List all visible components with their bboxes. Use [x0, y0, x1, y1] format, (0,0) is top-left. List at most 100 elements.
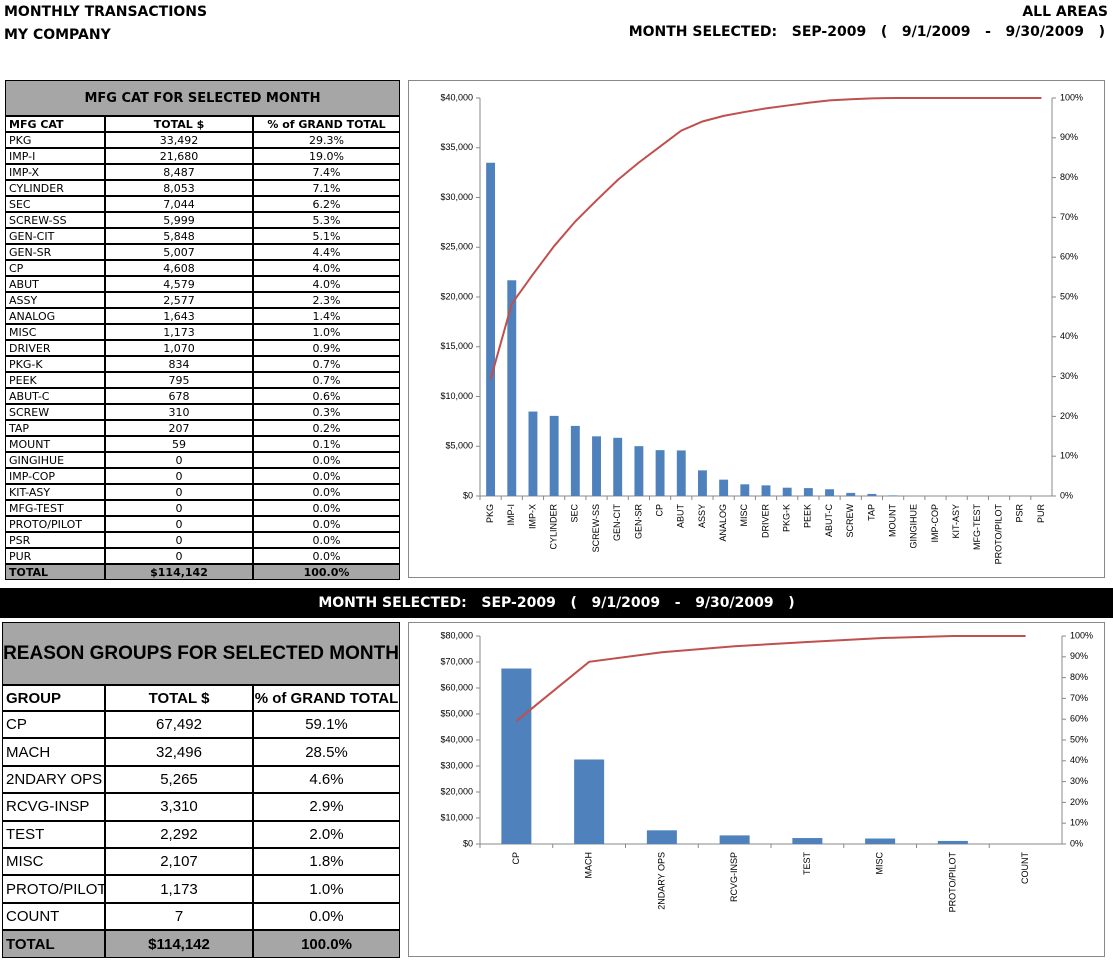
pareto-chart: $0 $10,000 $20,000 $30,000 $40,000 $50,000 $60… [408, 622, 1105, 957]
y2-tick-label: 60% [1060, 252, 1078, 262]
y2-tick-label: 50% [1070, 734, 1088, 744]
bar [867, 493, 877, 496]
table-cell: TAP [5, 420, 105, 436]
bar [501, 668, 532, 844]
table-cell: 2,577 [105, 292, 253, 308]
table-cell: MISC [5, 324, 105, 340]
cumulative-line [489, 97, 1042, 380]
column-header: % of GRAND TOTAL [253, 116, 400, 132]
x-tick-label: SEC [570, 504, 580, 523]
column-header: GROUP [2, 685, 105, 711]
table-cell: 0.7% [253, 356, 400, 372]
table-cell: 5,007 [105, 244, 253, 260]
cumulative-line [515, 635, 1026, 722]
x-tick-label: TEST [802, 852, 812, 876]
table-cell: 0.0% [253, 484, 400, 500]
y2-tick-label: 10% [1070, 818, 1088, 828]
y-tick-label: $40,000 [440, 734, 473, 744]
bar [792, 838, 823, 844]
total-cell: TOTAL [5, 564, 105, 580]
x-tick-label: MOUNT [887, 504, 897, 537]
total-cell: TOTAL [2, 930, 105, 959]
table-cell: PROTO/PILOT [2, 875, 105, 903]
x-tick-label: PROTO/PILOT [993, 504, 1003, 565]
y-tick-label: $60,000 [440, 682, 473, 692]
bar [865, 838, 896, 844]
total-cell: $114,142 [105, 930, 253, 959]
y-tick-label: $0 [463, 838, 473, 848]
table-cell: CYLINDER [5, 180, 105, 196]
table-cell: 2.3% [253, 292, 400, 308]
table-cell: 67,492 [105, 711, 253, 739]
table-cell: 0.0% [253, 500, 400, 516]
table-cell: PSR [5, 532, 105, 548]
x-tick-label: CP [654, 504, 664, 517]
y2-tick-label: 0% [1070, 838, 1083, 848]
x-tick-label: MACH [584, 852, 594, 879]
x-tick-label: CYLINDER [549, 504, 559, 550]
table-cell: 834 [105, 356, 253, 372]
table-cell: 4.0% [253, 260, 400, 276]
table-cell: 1,643 [105, 308, 253, 324]
table-cell: ANALOG [5, 308, 105, 324]
bar [549, 415, 559, 496]
bar [507, 280, 517, 496]
table-cell: 0.9% [253, 340, 400, 356]
table-cell: DRIVER [5, 340, 105, 356]
y-tick-label: $35,000 [440, 142, 473, 152]
x-tick-label: MISC [739, 503, 749, 526]
table-cell: 207 [105, 420, 253, 436]
table-title: MFG CAT FOR SELECTED MONTH [5, 80, 400, 116]
table-cell: 0 [105, 452, 253, 468]
y-tick-label: $20,000 [440, 291, 473, 301]
bar [761, 485, 771, 496]
table-cell: 6.2% [253, 196, 400, 212]
table-cell: 7,044 [105, 196, 253, 212]
report-title: MONTHLY TRANSACTIONS [4, 4, 208, 20]
table-cell: IMP-COP [5, 468, 105, 484]
bar [634, 446, 644, 496]
table-cell: 0 [105, 500, 253, 516]
table-cell: 4,608 [105, 260, 253, 276]
table-cell: TEST [2, 820, 105, 848]
y2-tick-label: 30% [1070, 776, 1088, 786]
table-cell: MOUNT [5, 436, 105, 452]
x-tick-label: ABUT [676, 504, 686, 529]
x-tick-label: GINGIHUE [909, 504, 919, 549]
table-cell: 0.7% [253, 372, 400, 388]
table-cell: 5,848 [105, 228, 253, 244]
y2-tick-label: 20% [1060, 411, 1078, 421]
table-cell: 2.0% [253, 820, 400, 848]
table-cell: ASSY [5, 292, 105, 308]
table-cell: 7 [105, 902, 253, 931]
column-header: TOTAL $ [105, 685, 253, 711]
table-cell: 0.3% [253, 404, 400, 420]
table-cell: 0.2% [253, 420, 400, 436]
x-tick-label: PUR [1036, 504, 1046, 524]
table-cell: 1.8% [253, 848, 400, 876]
area-label: ALL AREAS [1022, 4, 1108, 20]
table-cell: IMP-X [5, 164, 105, 180]
y2-tick-label: 90% [1060, 132, 1078, 142]
table-cell: 3,310 [105, 793, 253, 821]
table-cell: RCVG-INSP [2, 793, 105, 821]
table-cell: GEN-CIT [5, 228, 105, 244]
bar [846, 492, 856, 496]
bar [570, 425, 580, 496]
table-title: REASON GROUPS FOR SELECTED MONTH [2, 622, 400, 685]
x-tick-label: PSR [1015, 504, 1025, 523]
x-tick-label: ANALOG [718, 504, 728, 542]
table-cell: SCREW [5, 404, 105, 420]
table-cell: 0.0% [253, 452, 400, 468]
x-tick-label: COUNT [1020, 852, 1030, 884]
bar [574, 759, 605, 844]
x-tick-label: PKG-K [782, 504, 792, 532]
x-tick-label: IMP-COP [930, 504, 940, 543]
table-cell: 2NDARY OPS [2, 765, 105, 794]
table-cell: ABUT [5, 276, 105, 292]
table-cell: 59.1% [253, 711, 400, 739]
x-tick-label: IMP-X [527, 504, 537, 529]
y-tick-label: $0 [463, 490, 473, 500]
y-tick-label: $10,000 [440, 812, 473, 822]
table-cell: PEEK [5, 372, 105, 388]
